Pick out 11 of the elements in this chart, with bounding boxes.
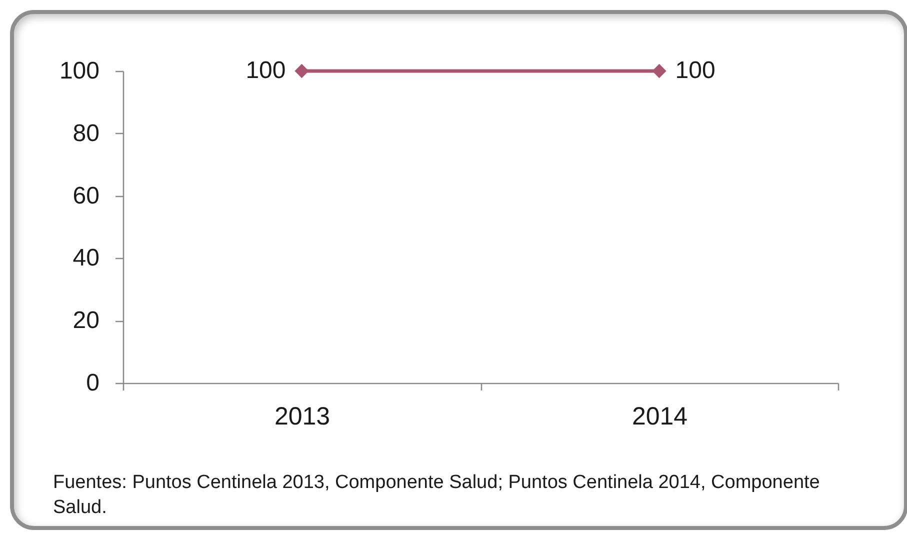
source-note: Fuentes: Puntos Centinela 2013, Componente Salud; Puntos Centinela 2014, Componente Salud. bbox=[53, 471, 821, 520]
y-tick-label: 0 bbox=[86, 370, 100, 396]
data-label: 100 bbox=[675, 57, 716, 84]
y-tick-label: 100 bbox=[59, 58, 100, 84]
x-tick-label: 2014 bbox=[632, 402, 688, 430]
y-tick-label: 40 bbox=[72, 244, 100, 272]
y-tick-label: 60 bbox=[72, 182, 100, 210]
y-tick-label: 20 bbox=[72, 307, 100, 334]
data-label: 100 bbox=[246, 57, 286, 84]
y-tick-label: 80 bbox=[72, 120, 100, 147]
x-tick-label: 2013 bbox=[274, 402, 330, 430]
